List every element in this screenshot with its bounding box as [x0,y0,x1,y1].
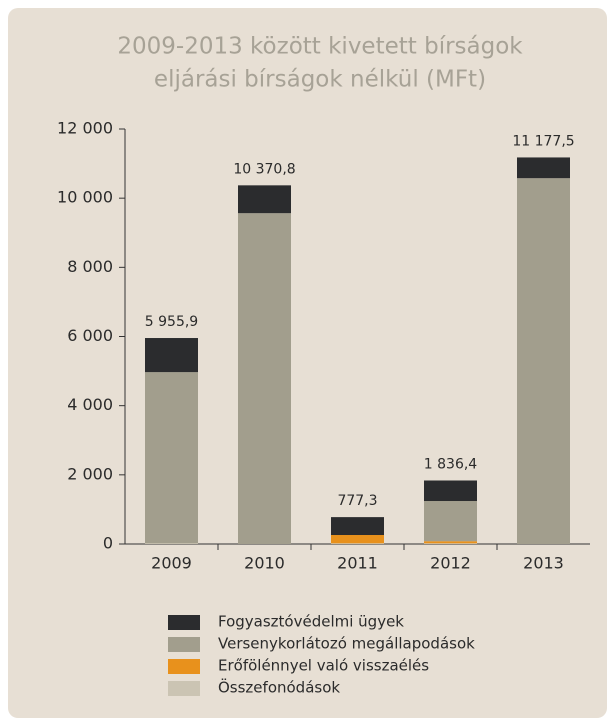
bar-segment [424,541,477,544]
bar-segment [238,213,291,544]
bar-segment [331,543,384,544]
total-label: 11 177,5 [512,133,574,149]
bar-segment [424,543,477,544]
legend-label: Erőfölénnyel való visszaélés [218,657,429,675]
bar-segment [145,372,198,544]
legend-swatch [168,637,200,652]
legend-swatch [168,615,200,630]
x-tick-label: 2012 [430,554,471,573]
legend-swatch [168,659,200,674]
y-tick-label: 12 000 [57,119,113,138]
y-tick-label: 2 000 [67,464,113,483]
x-tick-label: 2011 [337,554,378,573]
bar-segment [238,185,291,214]
bar-segment [517,178,570,545]
y-tick-label: 8 000 [67,257,113,276]
x-tick-label: 2013 [523,554,564,573]
y-tick-label: 6 000 [67,326,113,345]
total-label: 1 836,4 [424,456,478,472]
total-label: 777,3 [337,493,377,509]
bar-segment [331,517,384,536]
legend-label: Fogyasztóvédelmi ügyek [218,613,404,631]
bar-segment [145,543,198,544]
bar-segment [145,338,198,373]
bar-segment [517,157,570,179]
bar-segment [424,480,477,502]
y-tick-label: 0 [103,534,113,553]
total-label: 10 370,8 [233,161,295,177]
x-tick-label: 2010 [244,554,285,573]
legend-label: Összefonódások [218,678,340,697]
y-tick-label: 4 000 [67,395,113,414]
chart-title: 2009-2013 között kivetett bírságok [117,34,523,60]
total-label: 5 955,9 [145,314,198,330]
legend-swatch [168,681,200,696]
bar-segment [424,501,477,542]
x-tick-label: 2009 [151,554,192,573]
y-tick-label: 10 000 [57,188,113,207]
bar-segment [331,535,384,544]
legend-label: Versenykorlátozó megállapodások [218,635,475,653]
chart-title: eljárási bírságok nélkül (MFt) [154,67,486,93]
